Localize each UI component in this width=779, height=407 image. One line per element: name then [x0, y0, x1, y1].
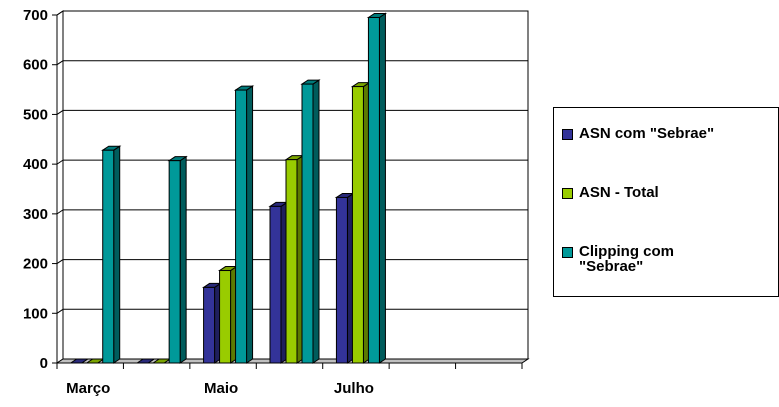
- bar-asn-com-sebrae-2: [201, 282, 223, 364]
- bar-clipping-com-sebrae-0: [101, 145, 122, 364]
- y-tick-label-300: 300: [23, 206, 48, 223]
- gridline-side-100: [56, 308, 64, 314]
- bar-clipping-com-sebrae-3: [300, 79, 321, 364]
- legend-item-asn-com-sebrae: ASN com "Sebrae": [562, 126, 779, 141]
- gridline-side-400: [56, 159, 64, 165]
- legend-swatch-asn-com-sebrae: [562, 129, 573, 140]
- legend-label-asn-total: ASN - Total: [579, 184, 659, 201]
- y-axis-ticks: 0 100 200 300 400 500 600 700: [23, 7, 48, 372]
- legend-label-clipping-com-sebrae: Clipping com "Sebrae": [579, 243, 674, 275]
- legend-item-clipping-com-sebrae: Clipping com "Sebrae": [562, 244, 779, 274]
- bar-asn-com-sebrae-3: [268, 201, 289, 364]
- x-tick-label-maio: Maio: [204, 380, 238, 397]
- gridline-side-300: [56, 209, 64, 215]
- bar-clipping-com-sebrae-4: [366, 12, 388, 364]
- y-tick-label-700: 700: [23, 7, 48, 24]
- y-tick-label-400: 400: [23, 156, 48, 173]
- legend-swatch-asn-total: [562, 188, 573, 199]
- gridline-side-500: [56, 110, 64, 115]
- gridline-side-200: [56, 259, 64, 264]
- y-tick-label-0: 0: [40, 355, 48, 372]
- legend: ASN com "Sebrae" ASN - Total Clipping co…: [553, 107, 779, 297]
- bar-asn-total-2: [217, 265, 239, 364]
- bar-clipping-com-sebrae-1: [167, 155, 188, 364]
- x-tick-label-julho: Julho: [334, 380, 374, 397]
- bar-asn-total-4: [350, 81, 372, 364]
- y-tick-label-600: 600: [23, 57, 48, 74]
- bars: [69, 12, 388, 364]
- x-tick-label-mar-o: Março: [66, 380, 110, 397]
- gridline-side-600: [56, 60, 64, 66]
- legend-label-asn-com-sebrae: ASN com "Sebrae": [579, 125, 715, 142]
- bar-clipping-com-sebrae-2: [233, 85, 255, 364]
- axes: [52, 14, 523, 369]
- bar-asn-com-sebrae-4: [334, 192, 356, 364]
- legend-swatch-clipping-com-sebrae: [562, 247, 573, 258]
- y-tick-label-200: 200: [23, 256, 48, 273]
- y-tick-label-500: 500: [23, 106, 48, 123]
- x-axis-ticks: Março Maio Julho: [66, 380, 374, 397]
- gridline-side-700: [56, 10, 64, 16]
- bar-asn-total-3: [284, 154, 305, 364]
- legend-item-asn-total: ASN - Total: [562, 185, 779, 200]
- bar-chart: 0 100 200 300 400 500 600 700 Março Maio Julho: [23, 7, 530, 397]
- y-tick-label-100: 100: [23, 305, 48, 322]
